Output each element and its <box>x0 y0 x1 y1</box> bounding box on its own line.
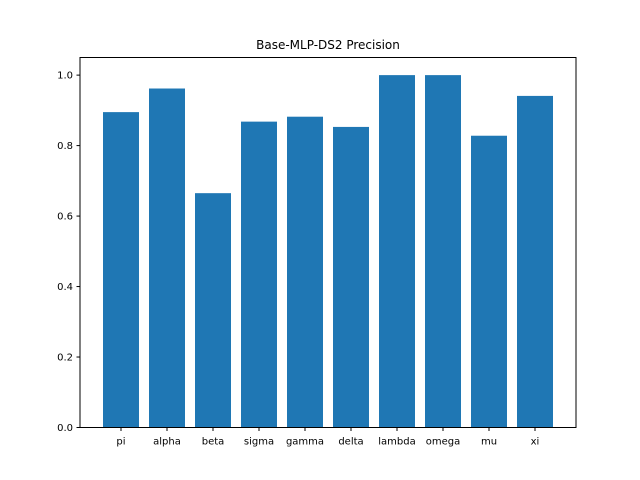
x-tick-label-lambda: lambda <box>378 437 415 448</box>
x-tick-label-alpha: alpha <box>153 437 181 448</box>
x-tick-label-xi: xi <box>531 437 540 448</box>
x-tick-label-mu: mu <box>481 437 497 448</box>
x-tick-label-gamma: gamma <box>286 437 324 448</box>
bar-omega <box>425 75 461 428</box>
bar-beta <box>195 193 231 428</box>
bar-lambda <box>379 75 415 428</box>
y-tick-label-0.4: 0.4 <box>57 282 73 293</box>
x-tick-label-beta: beta <box>202 437 225 448</box>
plot-area-frame <box>79 57 577 428</box>
bar-mu <box>471 135 507 428</box>
y-tick-label-0.6: 0.6 <box>57 212 73 223</box>
bar-delta <box>333 126 369 428</box>
y-tick-label-0.0: 0.0 <box>57 423 73 434</box>
bar-pi <box>103 112 139 428</box>
y-tick-label-0.8: 0.8 <box>57 141 73 152</box>
bar-xi <box>517 95 553 428</box>
y-tick-label-0.2: 0.2 <box>57 353 73 364</box>
bar-gamma <box>287 116 323 428</box>
y-axis: 0.0 0.2 0.4 0.6 0.8 1.0 <box>57 71 80 434</box>
x-tick-label-delta: delta <box>338 437 363 448</box>
x-tick-label-sigma: sigma <box>244 437 274 448</box>
chart-title: Base-MLP-DS2 Precision <box>256 38 400 52</box>
bar-sigma <box>241 121 277 428</box>
bars-group <box>103 75 553 428</box>
x-tick-label-pi: pi <box>116 437 125 448</box>
bar-alpha <box>149 88 185 428</box>
y-tick-label-1.0: 1.0 <box>57 71 73 82</box>
x-tick-label-omega: omega <box>426 437 461 448</box>
x-axis: pi alpha beta sigma gamma delta lambda omega mu x… <box>116 427 540 448</box>
